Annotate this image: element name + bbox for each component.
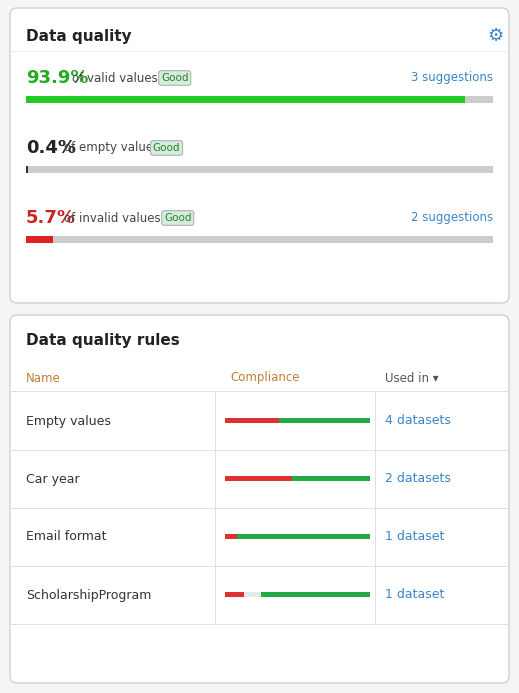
Text: Good: Good — [153, 143, 180, 153]
Bar — [11, 450, 508, 451]
Bar — [237, 534, 370, 539]
Bar — [225, 592, 244, 597]
Text: of invalid values: of invalid values — [64, 211, 160, 225]
Bar — [215, 392, 216, 450]
Bar — [26, 166, 28, 173]
Bar — [26, 236, 52, 243]
Bar — [11, 391, 508, 392]
Bar — [375, 392, 376, 450]
Bar — [26, 96, 493, 103]
Text: ScholarshipProgram: ScholarshipProgram — [26, 588, 152, 602]
Bar — [375, 450, 376, 508]
Bar — [11, 624, 508, 625]
Bar — [215, 566, 216, 624]
Text: Data quality rules: Data quality rules — [26, 333, 180, 349]
Text: Used in ▾: Used in ▾ — [385, 371, 439, 385]
Bar — [26, 236, 493, 243]
Text: 5.7%: 5.7% — [26, 209, 76, 227]
Text: Email format: Email format — [26, 531, 106, 543]
Bar — [225, 476, 292, 481]
Bar — [11, 566, 508, 567]
Bar — [215, 450, 216, 508]
Bar — [375, 566, 376, 624]
Text: Compliance: Compliance — [230, 371, 299, 385]
FancyBboxPatch shape — [10, 315, 509, 683]
Text: 3 suggestions: 3 suggestions — [411, 71, 493, 85]
Bar — [292, 476, 370, 481]
Bar — [225, 418, 279, 423]
Text: 1 dataset: 1 dataset — [385, 531, 444, 543]
Bar — [261, 592, 370, 597]
Text: 4 datasets: 4 datasets — [385, 414, 451, 428]
Text: 0.4%: 0.4% — [26, 139, 76, 157]
Bar — [225, 534, 237, 539]
Text: Good: Good — [164, 213, 192, 223]
Bar — [279, 418, 370, 423]
Text: 2 datasets: 2 datasets — [385, 473, 451, 486]
Text: 93.9%: 93.9% — [26, 69, 89, 87]
Bar — [26, 166, 493, 173]
Bar — [26, 96, 465, 103]
Text: of valid values: of valid values — [72, 71, 158, 85]
Bar — [215, 508, 216, 566]
Bar — [244, 592, 261, 597]
Text: Empty values: Empty values — [26, 414, 111, 428]
Text: ⚙: ⚙ — [487, 27, 503, 45]
Bar — [11, 51, 508, 52]
Text: Car year: Car year — [26, 473, 79, 486]
Text: Name: Name — [26, 371, 61, 385]
Text: of empty values: of empty values — [64, 141, 159, 155]
Text: Good: Good — [161, 73, 188, 83]
Text: 1 dataset: 1 dataset — [385, 588, 444, 602]
Bar — [11, 508, 508, 509]
Text: Data quality: Data quality — [26, 28, 132, 44]
FancyBboxPatch shape — [10, 8, 509, 303]
Text: 2 suggestions: 2 suggestions — [411, 211, 493, 225]
Bar — [375, 508, 376, 566]
